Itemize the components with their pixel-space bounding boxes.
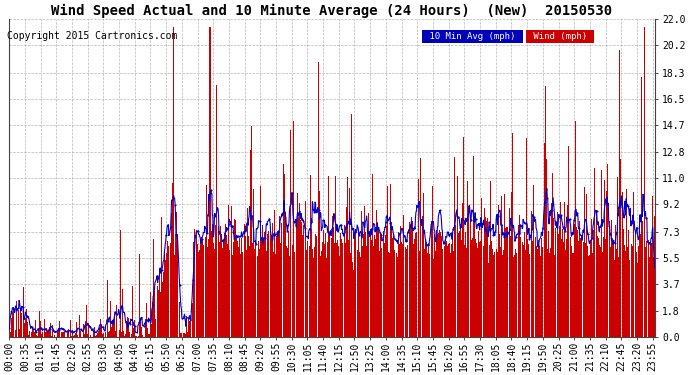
Title: Wind Speed Actual and 10 Minute Average (24 Hours)  (New)  20150530: Wind Speed Actual and 10 Minute Average …: [51, 4, 613, 18]
Text: Wind (mph): Wind (mph): [528, 32, 592, 41]
Text: 10 Min Avg (mph): 10 Min Avg (mph): [424, 32, 521, 41]
Text: Copyright 2015 Cartronics.com: Copyright 2015 Cartronics.com: [7, 32, 177, 41]
